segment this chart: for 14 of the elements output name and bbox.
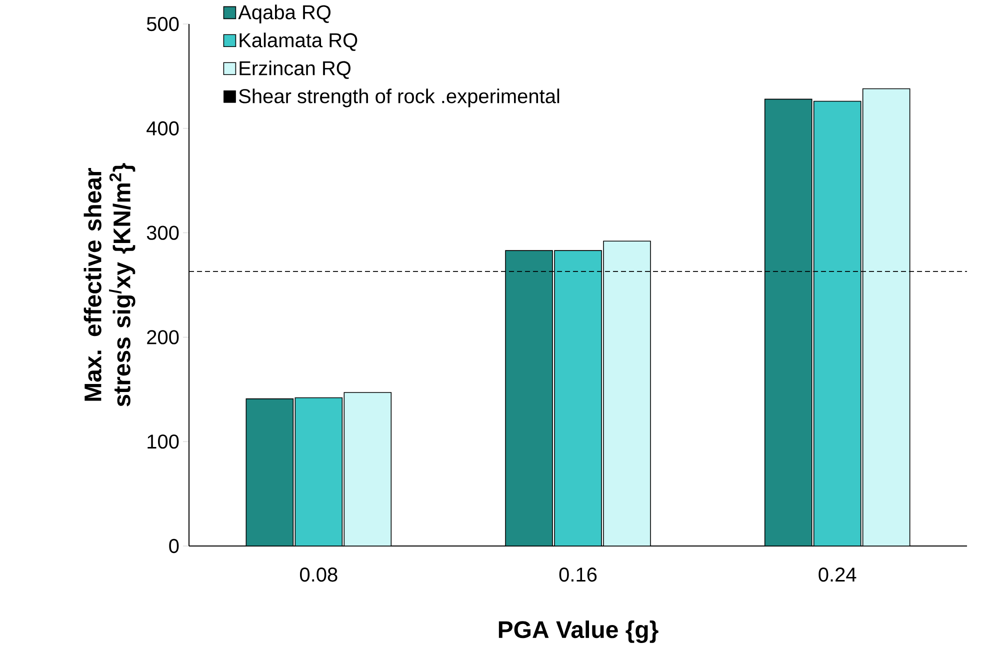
y-tick-label: 100 bbox=[148, 434, 179, 449]
x-tick-label: 0.24 bbox=[818, 568, 856, 582]
y-tick-label: 0 bbox=[169, 538, 179, 554]
legend-label: Aqaba RQ bbox=[238, 4, 330, 24]
x-tick-label: 0.16 bbox=[559, 568, 597, 582]
legend-label: Kalamata RQ bbox=[240, 32, 358, 51]
legend-label: Erzincan RQ bbox=[240, 60, 350, 79]
y-tick-label: 200 bbox=[147, 330, 179, 344]
y-tick-label: 400 bbox=[146, 121, 179, 136]
y-tick-label: 500 bbox=[146, 16, 179, 32]
legend-label: Shear strength of rock .experimental bbox=[239, 88, 560, 108]
y-tick-label: 300 bbox=[146, 226, 179, 240]
x-tick-label: 0.08 bbox=[300, 568, 338, 582]
x-axis-title: PGA Value {g} bbox=[498, 620, 658, 644]
